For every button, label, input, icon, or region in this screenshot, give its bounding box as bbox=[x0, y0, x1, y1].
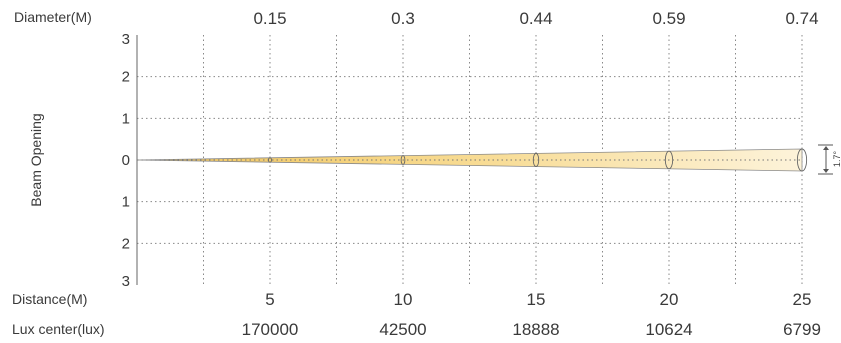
y-tick-label: 2 bbox=[122, 235, 130, 252]
beam-cone bbox=[136, 148, 803, 172]
lux-value: 18888 bbox=[512, 320, 559, 339]
diameter-value: 0.3 bbox=[391, 9, 415, 28]
distance-value: 5 bbox=[265, 290, 274, 309]
lux-value: 10624 bbox=[645, 320, 692, 339]
distance-row-label: Distance(M) bbox=[12, 291, 87, 307]
y-tick-label: 1 bbox=[122, 110, 130, 127]
distance-value: 25 bbox=[793, 290, 812, 309]
y-tick-label: 1 bbox=[122, 194, 130, 211]
lux-value: 170000 bbox=[242, 320, 299, 339]
cross-section-ellipse bbox=[664, 150, 674, 170]
beam-cross-sections bbox=[268, 148, 808, 172]
beam-angle-indicator: 1.7° bbox=[818, 144, 841, 175]
beam-angle-label: 1.7° bbox=[832, 151, 841, 168]
tick-labels: 32101230.1551700000.310425000.4415188880… bbox=[122, 9, 821, 339]
y-tick-label: 2 bbox=[122, 69, 130, 86]
diameter-value: 0.15 bbox=[253, 9, 286, 28]
y-tick-label: 3 bbox=[122, 273, 130, 290]
distance-value: 15 bbox=[527, 290, 546, 309]
diameter-row-label: Diameter(M) bbox=[14, 9, 92, 25]
cross-section-ellipse bbox=[400, 155, 406, 165]
cross-section-ellipse bbox=[268, 157, 272, 163]
distance-value: 10 bbox=[394, 290, 413, 309]
lux-value: 42500 bbox=[379, 320, 426, 339]
lux-row-label: Lux center(lux) bbox=[12, 321, 105, 337]
y-tick-label: 0 bbox=[122, 152, 130, 169]
cross-section-ellipse bbox=[532, 153, 540, 167]
diameter-value: 0.44 bbox=[519, 9, 552, 28]
lux-value: 6799 bbox=[783, 320, 821, 339]
diameter-value: 0.74 bbox=[785, 9, 818, 28]
y-tick-label: 3 bbox=[122, 31, 130, 48]
distance-value: 20 bbox=[660, 290, 679, 309]
cross-section-ellipse bbox=[796, 148, 808, 172]
diameter-value: 0.59 bbox=[652, 9, 685, 28]
y-axis-title: Beam Opening bbox=[28, 113, 44, 206]
beam-fill bbox=[136, 148, 803, 172]
